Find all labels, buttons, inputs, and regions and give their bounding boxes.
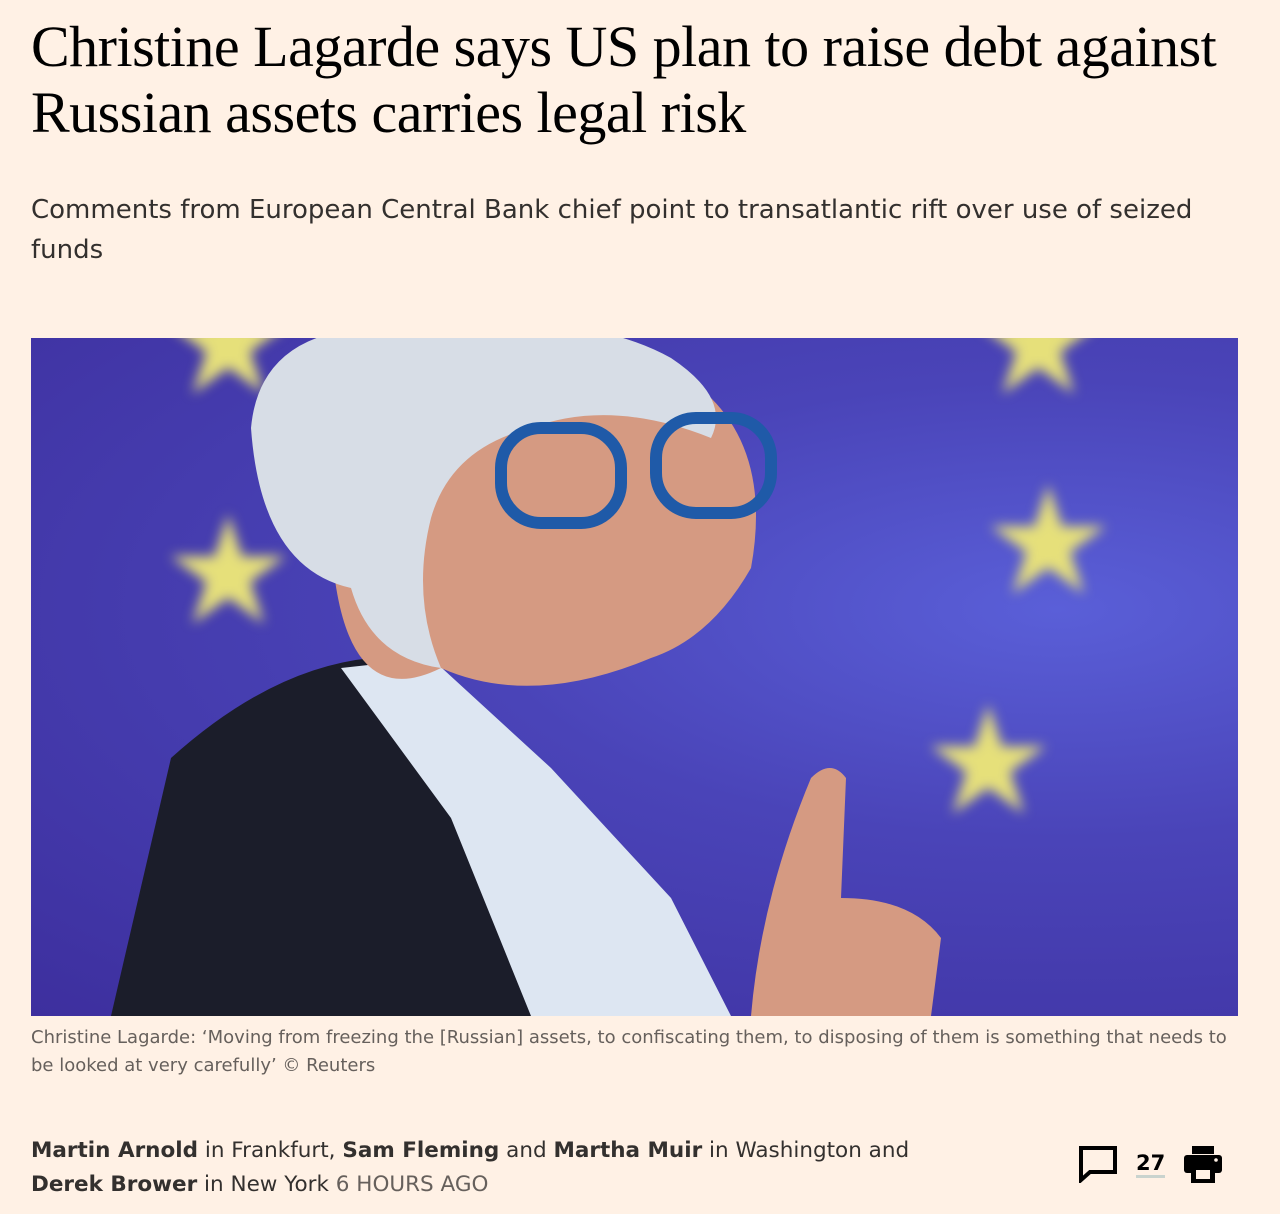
author-link[interactable]: Martha Muir <box>553 1138 703 1163</box>
article-tools: 27 <box>1078 1144 1223 1184</box>
portrait-figure <box>111 338 941 1016</box>
headline: Christine Lagarde says US plan to raise … <box>31 14 1217 145</box>
eu-star-decoration: ★ <box>971 338 1106 426</box>
byline: Martin Arnold in Frankfurt, Sam Fleming … <box>31 1134 951 1202</box>
article-image: ★ ★ ★ ★ ★ <box>31 338 1238 1016</box>
byline-text: in Frankfurt, <box>198 1138 343 1163</box>
speech-bubble-icon <box>1079 1146 1117 1183</box>
byline-text: and <box>499 1138 554 1163</box>
byline-text: in Washington and <box>702 1138 910 1163</box>
comments-button[interactable]: 27 <box>1078 1145 1166 1183</box>
author-link[interactable]: Sam Fleming <box>342 1138 500 1163</box>
byline-text: in New York <box>197 1172 336 1197</box>
eu-star-decoration: ★ <box>921 680 1056 846</box>
standfirst: Comments from European Central Bank chie… <box>31 195 1193 265</box>
comment-count[interactable]: 27 <box>1136 1151 1166 1178</box>
author-link[interactable]: Martin Arnold <box>31 1138 199 1163</box>
printer-icon[interactable] <box>1183 1144 1223 1184</box>
image-caption: Christine Lagarde: ‘Moving from freezing… <box>31 1027 1227 1076</box>
eu-star-decoration: ★ <box>981 460 1116 626</box>
timestamp: 6 hours ago <box>335 1172 489 1197</box>
author-link[interactable]: Derek Brower <box>31 1172 198 1197</box>
